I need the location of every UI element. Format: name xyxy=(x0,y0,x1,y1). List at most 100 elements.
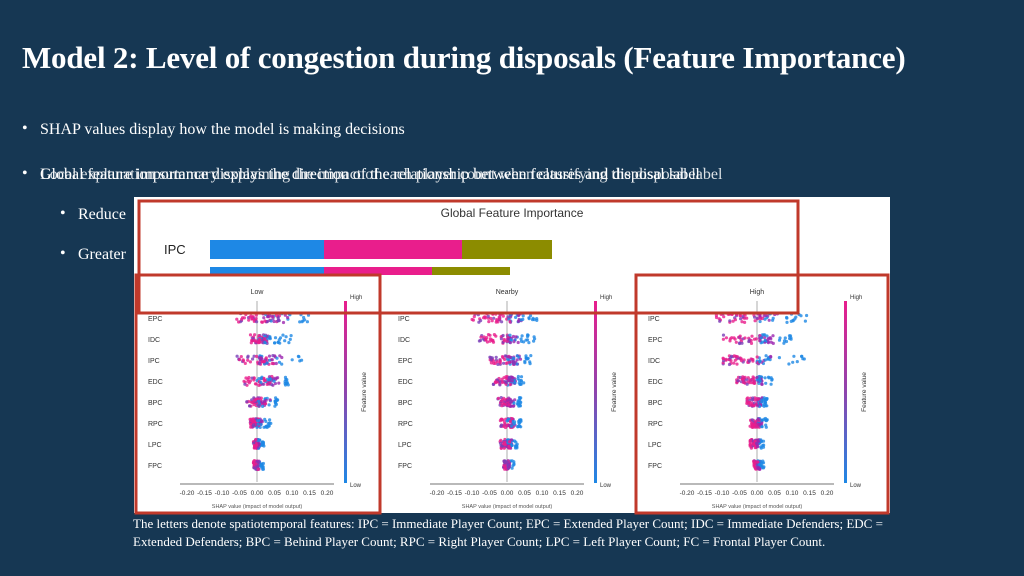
shap-point xyxy=(755,442,759,446)
shap-point xyxy=(511,376,515,380)
shap-point xyxy=(305,320,309,324)
shap-point xyxy=(754,337,758,341)
colorbar-high-label: High xyxy=(600,295,612,301)
shap-point xyxy=(528,314,533,318)
shap-point xyxy=(277,338,281,342)
shap-point xyxy=(731,319,735,323)
shap-point xyxy=(777,356,782,360)
bullet-text: Local explanation summary explaining the… xyxy=(40,166,723,183)
bullet-reduce: • Reduce xyxy=(60,205,126,224)
shap-point xyxy=(773,312,777,317)
shap-point xyxy=(782,341,786,345)
shap-point xyxy=(499,337,503,341)
shap-point xyxy=(751,442,755,446)
shap-point xyxy=(756,439,760,444)
feature-label-epc: EPC xyxy=(648,337,662,344)
shap-point xyxy=(485,340,489,344)
shap-point xyxy=(258,337,262,342)
shap-point xyxy=(721,337,726,341)
shap-point xyxy=(500,377,504,381)
shap-point xyxy=(803,319,808,323)
shap-point xyxy=(751,396,755,400)
shap-point xyxy=(739,357,743,361)
shap-point xyxy=(501,418,505,422)
shap-point xyxy=(785,316,789,320)
shap-point xyxy=(769,382,773,386)
shap-figure: Global Feature Importance IPC Low EPC IDC IPC… xyxy=(148,206,868,510)
feature-label-rpc: RPC xyxy=(648,421,663,428)
x-tick-label: 0.05 xyxy=(768,490,781,497)
shap-point xyxy=(261,465,265,469)
feature-label-ipc: IPC xyxy=(148,358,160,365)
shap-point xyxy=(510,466,514,470)
shap-point xyxy=(479,335,483,339)
feature-label-lpc: LPC xyxy=(398,442,412,449)
shap-point xyxy=(248,333,253,337)
shap-point xyxy=(784,339,789,344)
feature-label-edc: EDC xyxy=(398,379,413,386)
shap-point xyxy=(524,338,528,342)
shap-point xyxy=(476,313,480,317)
shap-point xyxy=(241,359,246,363)
shap-point xyxy=(263,417,267,421)
shap-point xyxy=(261,440,265,444)
shap-point xyxy=(257,404,261,408)
feature-label-fpc: FPC xyxy=(148,463,162,470)
shap-point xyxy=(750,418,754,422)
shap-point xyxy=(752,381,757,385)
shap-point xyxy=(750,421,754,426)
shap-point xyxy=(517,419,521,423)
x-tick-label: -0.10 xyxy=(215,490,230,497)
shap-point xyxy=(763,333,767,337)
shap-point xyxy=(799,314,803,318)
shap-point xyxy=(760,399,764,403)
shap-point xyxy=(496,362,500,366)
shap-point xyxy=(760,418,764,422)
shap-point xyxy=(505,460,509,464)
shap-point xyxy=(727,312,731,316)
shap-point xyxy=(500,320,504,324)
shap-point xyxy=(268,377,272,381)
global-bar-nearby xyxy=(324,267,432,275)
shap-point xyxy=(721,333,726,337)
shap-point xyxy=(769,340,773,344)
shap-point xyxy=(261,404,265,408)
shap-point xyxy=(743,320,747,324)
shap-point xyxy=(789,312,794,316)
shap-point xyxy=(507,444,511,449)
shap-point xyxy=(277,319,281,323)
shap-point xyxy=(763,397,767,402)
shap-point xyxy=(502,361,506,365)
shap-point xyxy=(724,336,729,340)
feature-label-edc: EDC xyxy=(148,379,163,386)
shap-point xyxy=(489,361,493,365)
shap-point xyxy=(738,314,742,318)
shap-point xyxy=(508,420,512,424)
colorbar-label: Feature value xyxy=(361,372,368,412)
shap-point xyxy=(506,337,510,341)
shap-point xyxy=(768,312,772,316)
slide-title: Model 2: Level of congestion during disp… xyxy=(22,40,906,75)
shap-point xyxy=(756,417,760,421)
shap-point xyxy=(243,382,247,386)
global-bar-high xyxy=(432,267,510,275)
feature-label-lpc: LPC xyxy=(148,442,162,449)
shap-point xyxy=(525,334,530,339)
shap-point xyxy=(743,336,747,340)
shap-point xyxy=(516,319,521,323)
shap-point xyxy=(736,379,740,383)
x-tick-label: -0.15 xyxy=(697,490,712,497)
shap-point xyxy=(297,355,301,359)
shap-point xyxy=(243,361,247,365)
shap-point xyxy=(767,376,771,380)
shap-point xyxy=(748,443,752,447)
shap-point xyxy=(512,401,516,405)
shap-point xyxy=(257,334,261,338)
shap-point xyxy=(486,314,490,318)
feature-label-edc: EDC xyxy=(648,379,663,386)
shap-point xyxy=(789,319,793,323)
shap-point xyxy=(753,315,757,319)
shap-point xyxy=(502,337,506,342)
feature-label-lpc: LPC xyxy=(648,442,662,449)
shap-point xyxy=(248,315,252,319)
